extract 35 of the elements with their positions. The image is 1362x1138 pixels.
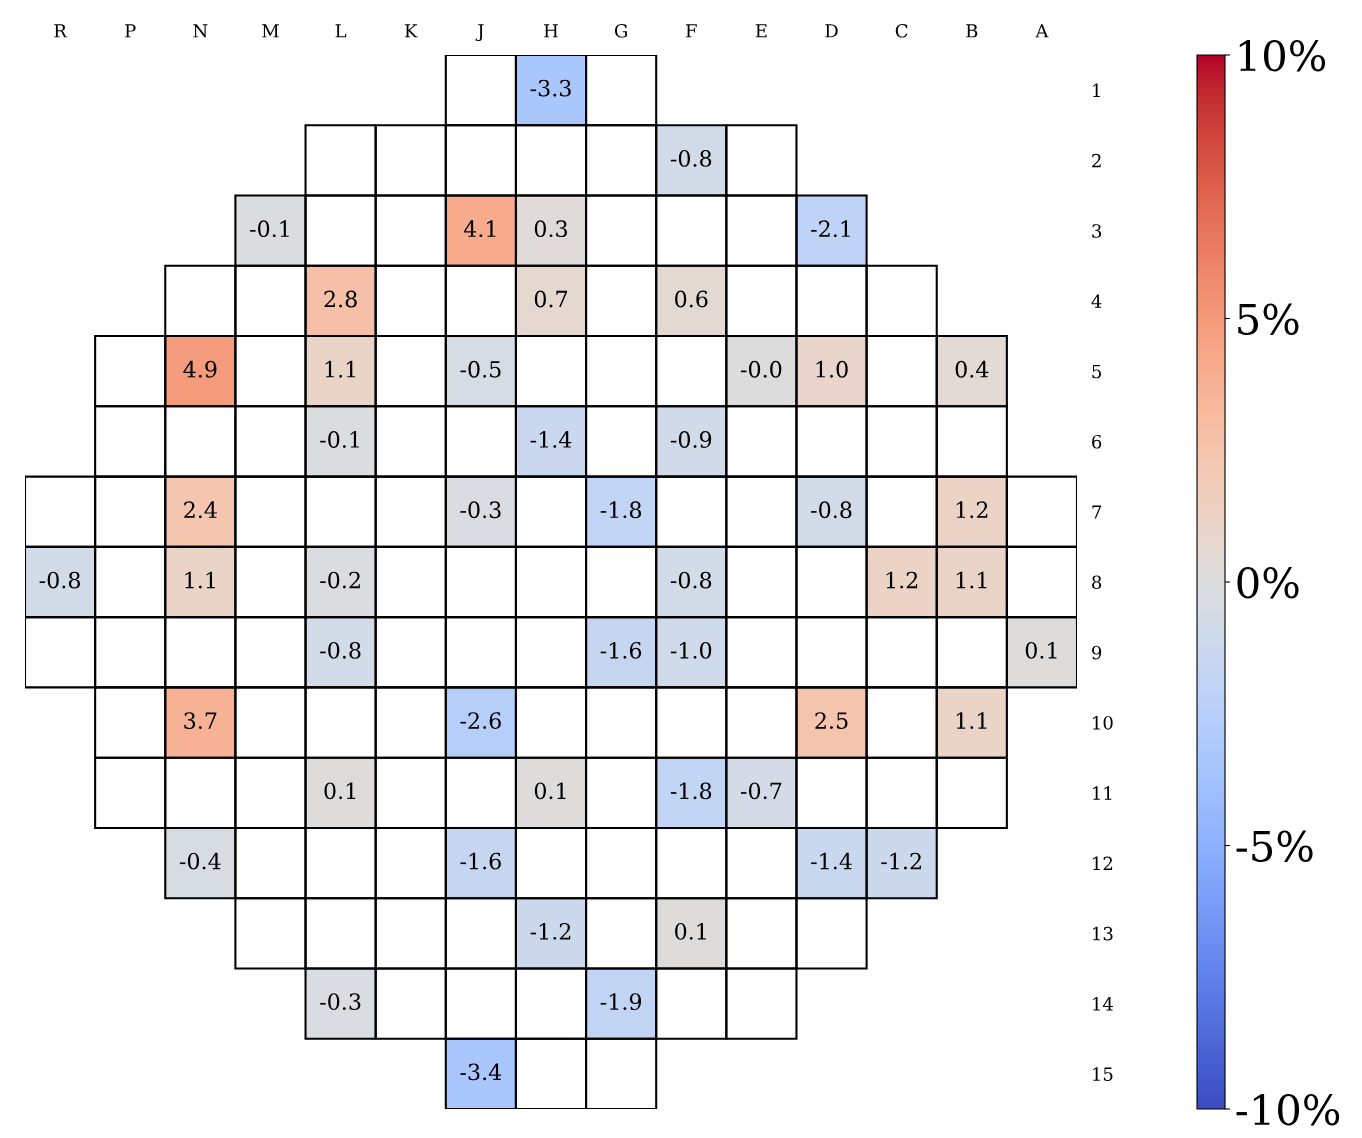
x-tick-label: P [125,24,136,38]
color-bar-label: 10% [1239,39,1326,72]
y-tick-label: 8 [1092,575,1102,590]
y-tick-label: 14 [1093,997,1113,1011]
y-tick-label: 11 [1093,786,1112,800]
x-tick-label: J [475,24,484,42]
x-tick-label: C [895,23,908,38]
color-bar-label: -10% [1236,1093,1340,1126]
y-tick-label: 13 [1093,926,1113,941]
y-tick-label: 6 [1092,434,1102,449]
color-bar-label: 0% [1237,566,1299,599]
y-tick-label: 12 [1093,856,1113,870]
x-tick-label: L [335,24,347,38]
color-bar-label: 5% [1238,303,1299,335]
x-tick-label: E [755,24,767,38]
x-tick-label: K [404,24,418,38]
x-tick-label: F [686,24,697,38]
x-tick-label: A [1035,24,1049,38]
y-tick-label: 7 [1092,505,1102,519]
y-tick-label: 2 [1092,153,1101,168]
x-tick-label: N [193,24,208,38]
x-tick-label: M [262,24,279,38]
x-tick-label: D [825,24,838,38]
x-tick-label: R [54,24,68,38]
x-tick-label: G [614,23,627,38]
y-tick-label: 9 [1092,645,1102,660]
y-tick-label: 4 [1091,294,1102,308]
y-tick-label: 5 [1092,364,1101,379]
y-tick-label: 1 [1093,83,1100,97]
x-tick-label: B [966,24,978,38]
y-tick-label: 3 [1092,224,1102,238]
color-bar-label: -5% [1236,830,1313,862]
y-tick-label: 15 [1093,1067,1113,1081]
x-tick-label: H [544,24,558,38]
y-tick-label: 10 [1093,715,1113,730]
